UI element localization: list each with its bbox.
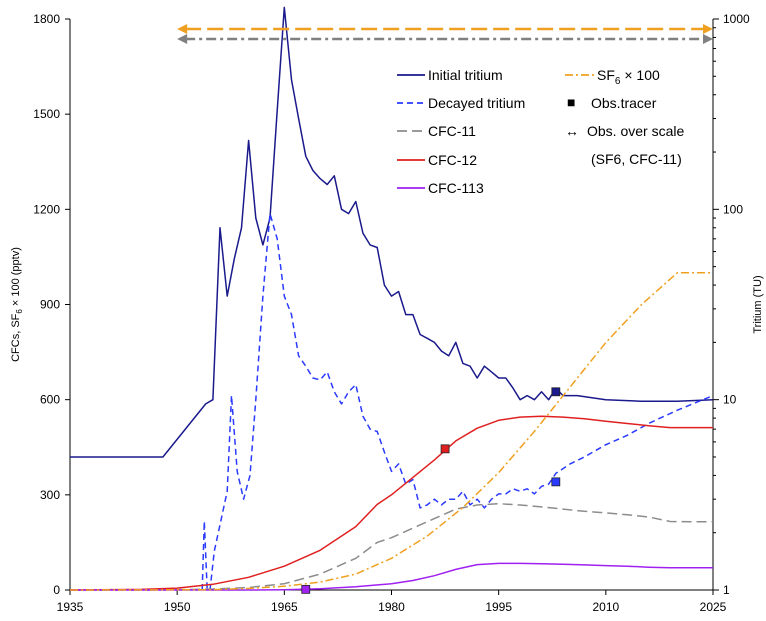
legend-label-obs-over-scale: Obs. over scale <box>587 123 684 139</box>
y-left-tick-label: 300 <box>40 488 60 502</box>
series-line-sf6 <box>69 272 713 591</box>
x-tick-label: 1950 <box>164 600 191 614</box>
y-axis-right-title: Tritium (TU) <box>752 275 764 333</box>
legend-label-initial_tritium: Initial tritium <box>428 67 503 83</box>
y-right-tick-label: 100 <box>723 202 743 216</box>
legend-label-sf6-main: SF <box>597 67 615 83</box>
marker-layer <box>177 24 713 594</box>
over-scale-arrow-head-left <box>177 34 188 44</box>
series-line-cfc12 <box>69 415 713 591</box>
x-tick-label: 1980 <box>378 600 405 614</box>
legend-label-sf6-sub: 6 <box>615 76 621 87</box>
x-tick-label: 1935 <box>57 600 84 614</box>
over-scale-arrow-head-right <box>703 34 713 44</box>
legend-label-cfc12: CFC-12 <box>428 152 477 168</box>
obs-tracer-marker-decayed_tritium <box>551 477 561 487</box>
obs-tracer-marker-initial_tritium <box>551 387 561 397</box>
legend-label-obs-tracer: Obs.tracer <box>591 95 657 111</box>
legend-layer: Initial tritium Decayed tritium CFC-11 CFC-… <box>397 67 684 196</box>
series-layer <box>69 6 714 591</box>
obs-tracer-marker-cfc12 <box>440 444 450 454</box>
legend-label-obs-over-scale-note: (SF6, CFC-11) <box>591 151 682 167</box>
legend-square-icon: ■ <box>567 94 575 110</box>
y-left-tick-label: 0 <box>53 583 60 597</box>
legend-label-decayed_tritium: Decayed tritium <box>428 95 525 111</box>
legend-label-sf6-tail: × 100 <box>620 67 660 83</box>
obs-tracer-marker-cfc113 <box>301 584 311 594</box>
y-left-tick-label: 1800 <box>33 12 60 26</box>
series-line-initial_tritium <box>70 6 714 458</box>
series-line-cfc113 <box>70 562 713 591</box>
y-right-tick-label: 1 <box>723 583 730 597</box>
over-scale-arrow-head-left <box>177 24 188 34</box>
y-right-tick-label: 1000 <box>723 12 750 26</box>
y-right-tick-label: 10 <box>723 393 737 407</box>
y-axis-left-title-main: CFCs, SF <box>10 313 22 362</box>
y-axis-left-title-sub: 6 <box>15 309 24 314</box>
over-scale-arrow-head-right <box>703 24 713 34</box>
y-left-tick-label: 1500 <box>33 107 60 121</box>
y-left-tick-label: 900 <box>40 298 60 312</box>
y-left-tick-label: 1200 <box>33 202 60 216</box>
y-left-tick-label: 600 <box>40 393 60 407</box>
series-line-cfc11 <box>70 502 713 591</box>
x-tick-label: 1965 <box>271 600 298 614</box>
x-tick-label: 2025 <box>700 600 727 614</box>
legend-label-cfc113: CFC-113 <box>428 180 484 196</box>
legend-label-cfc11: CFC-11 <box>428 123 476 139</box>
y-axis-left-title-tail: × 100 (pptv) <box>10 247 22 309</box>
x-tick-label: 2010 <box>592 600 619 614</box>
legend-label-sf6: SF6 × 100 <box>597 67 660 87</box>
axes-layer: 1935 1950 1965 1980 1995 2010 2025 0 300 600 900 12… <box>10 12 764 614</box>
y-axis-left-title: CFCs, SF6 × 100 (pptv) <box>10 247 24 362</box>
series-line-decayed_tritium <box>201 212 714 591</box>
legend-arrow-icon: ↔ <box>565 123 579 139</box>
x-tick-label: 1995 <box>485 600 512 614</box>
